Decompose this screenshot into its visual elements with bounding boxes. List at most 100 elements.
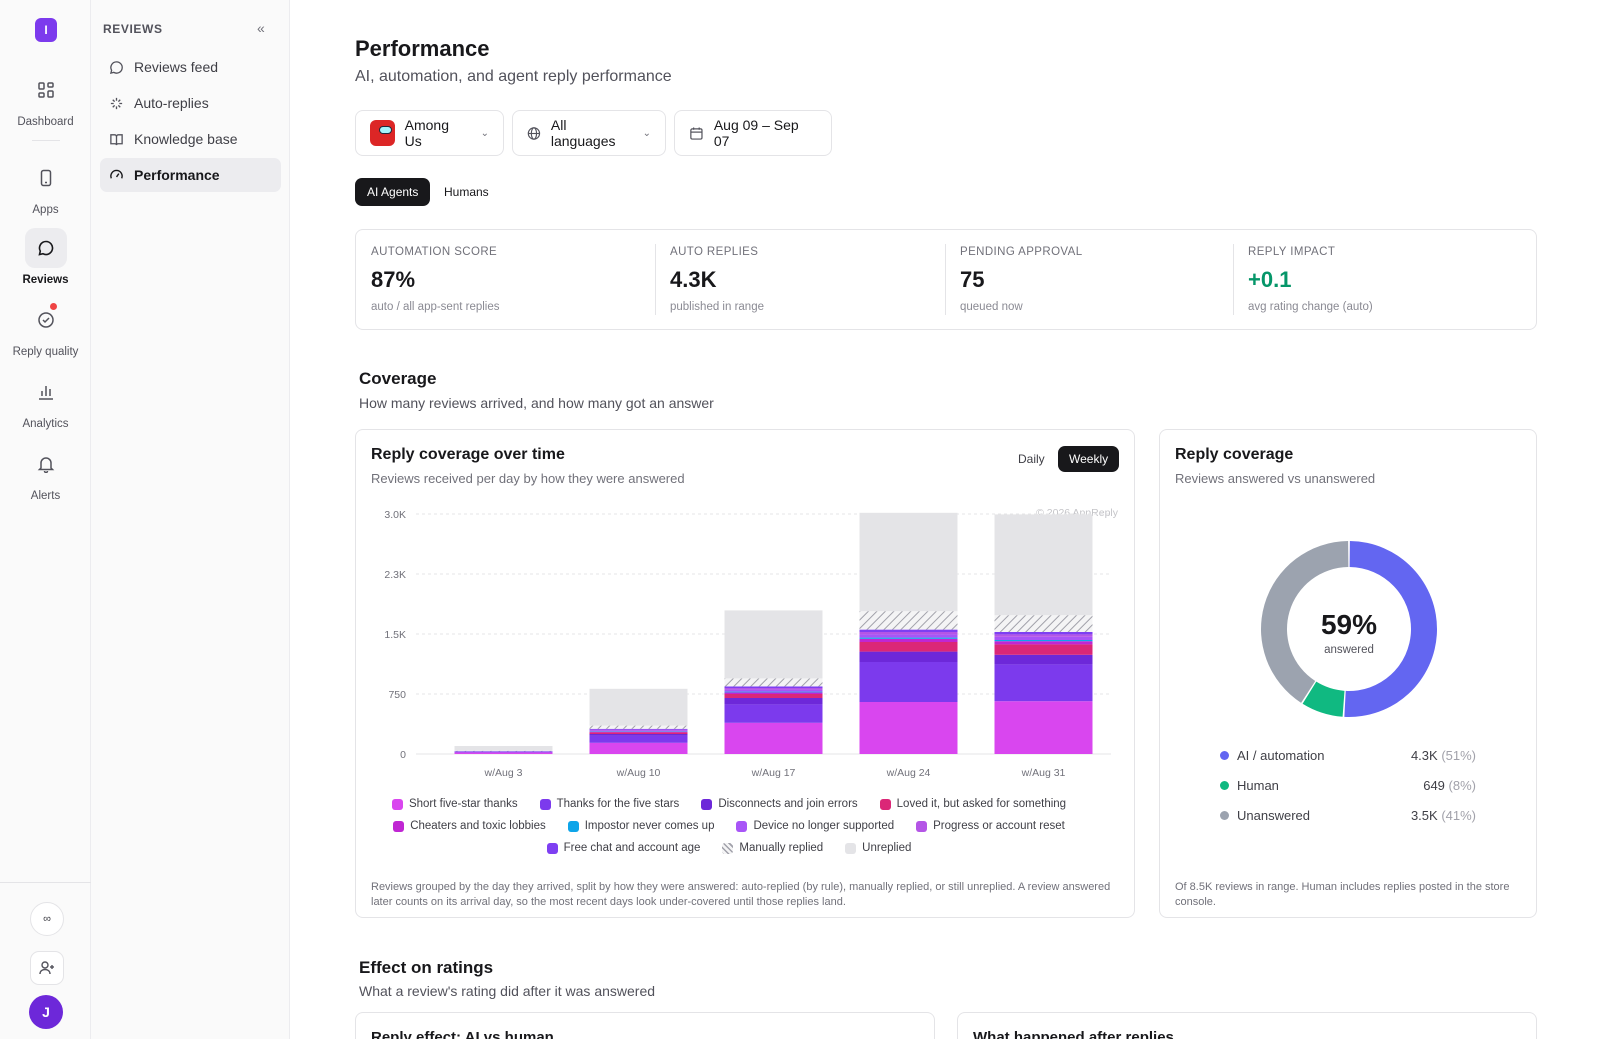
app-select[interactable]: Among Us ⌄ <box>355 110 504 156</box>
kpi-caption: published in range <box>670 301 764 313</box>
bar-segment[interactable] <box>589 728 688 730</box>
kpi-caption: auto / all app-sent replies <box>371 301 500 313</box>
bar-segment[interactable] <box>859 512 958 612</box>
bar-segment[interactable] <box>994 641 1093 645</box>
kpi-reply-impact: REPLY IMPACT +0.1 avg rating change (aut… <box>1233 230 1536 329</box>
rail-item-analytics[interactable]: Analytics <box>0 372 91 430</box>
tab-ai-agents[interactable]: AI Agents <box>355 178 431 206</box>
bar-segment[interactable] <box>724 692 823 694</box>
sidebar-item-performance[interactable]: Performance <box>100 158 281 192</box>
rail-item-reviews[interactable]: Reviews <box>0 228 91 286</box>
legend-item[interactable]: Device no longer supported <box>736 820 894 832</box>
bar-segment[interactable] <box>724 704 823 723</box>
bar-segment[interactable] <box>589 731 688 733</box>
bar-segment[interactable] <box>859 632 958 635</box>
bar-segment[interactable] <box>724 689 823 692</box>
bar-segment[interactable] <box>994 634 1093 637</box>
rail-label: Reviews <box>22 274 69 286</box>
legend-item[interactable]: Disconnects and join errors <box>701 798 858 810</box>
legend-item[interactable]: Short five-star thanks <box>391 798 518 810</box>
bar-segment[interactable] <box>454 751 553 753</box>
bar-segment[interactable] <box>859 634 958 638</box>
date-range-select[interactable]: Aug 09 – Sep 07 <box>674 110 832 156</box>
bar-segment[interactable] <box>994 701 1093 754</box>
globe-icon <box>527 126 541 140</box>
y-tick-label: 0 <box>400 749 406 761</box>
infinity-button[interactable]: ∞ <box>30 902 64 936</box>
rail-label: Apps <box>32 204 59 216</box>
bar-segment[interactable] <box>724 691 823 693</box>
bar-segment[interactable] <box>724 610 823 679</box>
bar-segment[interactable] <box>859 702 958 754</box>
bar-segment[interactable] <box>724 688 823 690</box>
bar-segment[interactable] <box>589 734 688 736</box>
bar-segment[interactable] <box>724 678 823 687</box>
sidebar-item-auto-replies[interactable]: Auto-replies <box>100 86 281 120</box>
avatar[interactable]: J <box>29 995 63 1029</box>
language-select[interactable]: All languages ⌄ <box>512 110 666 156</box>
bar-segment[interactable] <box>589 688 688 726</box>
bar-segment[interactable] <box>859 642 958 652</box>
bar-segment[interactable] <box>589 729 688 731</box>
add-user-button[interactable] <box>30 951 64 985</box>
donut-row-value: 649 <box>1423 777 1445 793</box>
donut-slice[interactable] <box>1261 541 1349 703</box>
rail-item-dashboard[interactable]: Dashboard <box>0 70 91 128</box>
bar-segment[interactable] <box>724 722 823 754</box>
bar-segment[interactable] <box>994 664 1093 702</box>
toggle-weekly[interactable]: Weekly <box>1058 446 1120 472</box>
bar-segment[interactable] <box>724 694 823 698</box>
bar-segment[interactable] <box>454 746 553 751</box>
bar-segment[interactable] <box>454 752 553 754</box>
legend-item[interactable]: Free chat and account age <box>546 842 700 854</box>
bar-segment[interactable] <box>724 698 823 705</box>
bar-segment[interactable] <box>994 514 1093 616</box>
legend-item[interactable]: Impostor never comes up <box>567 820 714 832</box>
bar-segment[interactable] <box>454 750 553 752</box>
bar-segment[interactable] <box>994 654 1093 665</box>
sidebar-item-knowledge-base[interactable]: Knowledge base <box>100 122 281 156</box>
bar-segment[interactable] <box>589 735 688 743</box>
donut-chart: 59% answered <box>1261 541 1438 717</box>
bar-segment[interactable] <box>859 629 958 632</box>
donut-row-name: Human <box>1237 777 1279 793</box>
rail-item-apps[interactable]: Apps <box>0 158 91 216</box>
sidebar-item-reviews-feed[interactable]: Reviews feed <box>100 50 281 84</box>
bar-segment[interactable] <box>589 730 688 732</box>
bar-segment[interactable] <box>589 731 688 732</box>
bar-segment[interactable] <box>724 686 823 688</box>
legend-item[interactable]: Unreplied <box>845 842 911 854</box>
bar-segment[interactable] <box>859 637 958 639</box>
bar-segment[interactable] <box>859 638 958 642</box>
legend-item[interactable]: Thanks for the five stars <box>539 798 679 810</box>
donut-slice[interactable] <box>1344 541 1438 717</box>
legend-item[interactable]: Progress or account reset <box>916 820 1065 832</box>
bar-segment[interactable] <box>589 725 688 729</box>
bar-segment[interactable] <box>994 640 1093 642</box>
bar-segment[interactable] <box>994 632 1093 635</box>
ratings-subtitle: What a review's rating did after it was … <box>359 983 656 999</box>
bar-segment[interactable] <box>859 611 958 630</box>
bar-segment[interactable] <box>589 732 688 734</box>
toggle-daily[interactable]: Daily <box>1018 452 1045 466</box>
bar-segment[interactable] <box>859 651 958 662</box>
app-logo[interactable]: I <box>35 18 57 42</box>
bar-segment[interactable] <box>994 636 1093 640</box>
collapse-sidebar-icon[interactable]: « <box>257 20 265 36</box>
rail-item-alerts[interactable]: Alerts <box>0 444 91 502</box>
legend-swatch <box>722 842 734 854</box>
donut-row-pct: (51%) <box>1441 747 1476 763</box>
legend-item[interactable]: Loved it, but asked for something <box>879 798 1066 810</box>
bar-segment[interactable] <box>589 742 688 754</box>
bar-chart-icon <box>25 372 67 412</box>
legend-item[interactable]: Cheaters and toxic lobbies <box>393 820 546 832</box>
donut-slice[interactable] <box>1302 681 1345 717</box>
legend-swatch <box>701 798 713 810</box>
legend-item[interactable]: Manually replied <box>722 842 823 854</box>
bar-segment[interactable] <box>859 662 958 702</box>
bar-segment[interactable] <box>994 644 1093 655</box>
bar-segment[interactable] <box>994 615 1093 632</box>
tab-humans[interactable]: Humans <box>444 185 489 199</box>
rail-item-reply-quality[interactable]: Reply quality <box>0 300 91 358</box>
